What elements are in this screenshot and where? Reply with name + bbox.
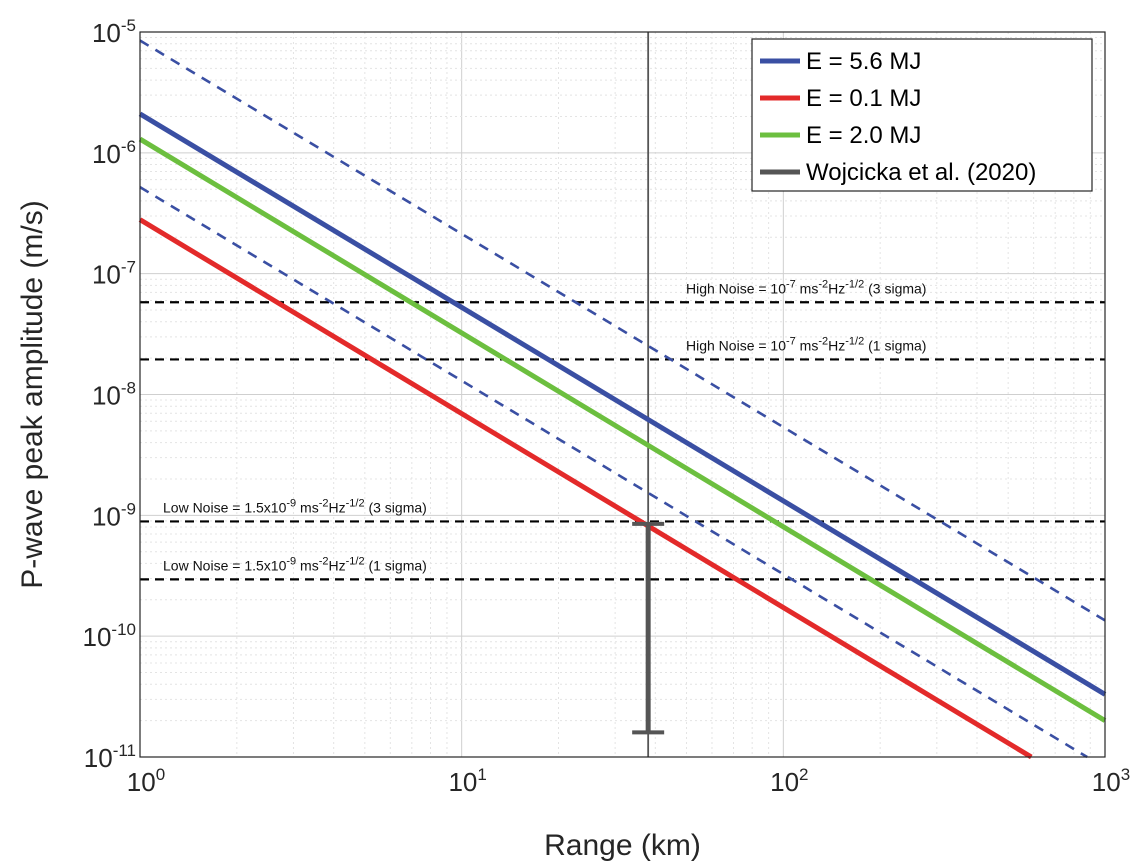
noise-thresholds bbox=[140, 301, 1105, 581]
y-axis-label: P-wave peak amplitude (m/s) bbox=[16, 200, 49, 588]
threshold-label-2: Low Noise = 1.5x10-9 ms-2Hz-1/2 (3 sigma… bbox=[163, 497, 427, 515]
x-tick-label-3: 103 bbox=[1092, 765, 1130, 797]
series-lines bbox=[138, 39, 1107, 760]
series-line-1 bbox=[138, 217, 1033, 760]
threshold-label-0: High Noise = 10-7 ms-2Hz-1/2 (3 sigma) bbox=[686, 278, 926, 296]
series-line-0 bbox=[138, 111, 1107, 697]
series-line-4 bbox=[139, 186, 1088, 759]
y-tick-label-2: 10-9 bbox=[92, 499, 136, 531]
threshold-labels: High Noise = 10-7 ms-2Hz-1/2 (3 sigma) Hi… bbox=[163, 278, 926, 573]
y-tick-label-1: 10-10 bbox=[83, 620, 137, 652]
error-bar-layer bbox=[632, 521, 665, 735]
y-tick-label-3: 10-8 bbox=[92, 379, 136, 411]
y-tick-label-6: 10-5 bbox=[92, 16, 136, 48]
y-tick-label-0: 10-11 bbox=[84, 741, 136, 773]
legend: E = 5.6 MJ E = 0.1 MJ E = 2.0 MJ Wojcicka e… bbox=[751, 38, 1093, 192]
x-tick-label-0: 100 bbox=[127, 765, 165, 797]
grid bbox=[140, 32, 1105, 757]
x-tick-label-2: 102 bbox=[770, 765, 808, 797]
y-tick-label-4: 10-7 bbox=[92, 258, 136, 290]
y-tick-label-5: 10-6 bbox=[92, 137, 136, 169]
legend-label-0: E = 5.6 MJ bbox=[806, 48, 921, 75]
tick-labels: 100 101 102 103 10-11 10-10 10-9 10-8 10-7 10-6 10… bbox=[83, 16, 1131, 797]
plot-frame bbox=[139, 31, 1106, 758]
series-line-2 bbox=[138, 136, 1107, 723]
legend-box bbox=[751, 38, 1093, 192]
x-tick-label-1: 101 bbox=[448, 765, 486, 797]
legend-label-2: E = 2.0 MJ bbox=[806, 122, 921, 149]
x-axis-label: Range (km) bbox=[544, 829, 701, 862]
series-line-3 bbox=[139, 39, 1106, 622]
threshold-label-1: High Noise = 10-7 ms-2Hz-1/2 (1 sigma) bbox=[686, 335, 926, 353]
threshold-label-3: Low Noise = 1.5x10-9 ms-2Hz-1/2 (1 sigma… bbox=[163, 555, 427, 573]
legend-label-3: Wojcicka et al. (2020) bbox=[806, 159, 1036, 186]
legend-label-1: E = 0.1 MJ bbox=[806, 85, 921, 112]
